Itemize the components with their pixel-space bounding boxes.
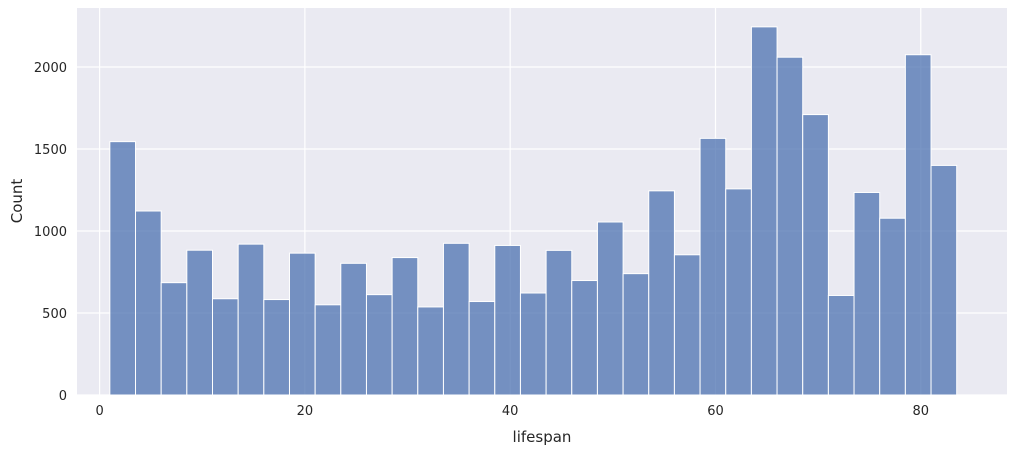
histogram-bar bbox=[725, 188, 752, 396]
histogram-bar bbox=[879, 217, 906, 396]
histogram-bar bbox=[571, 280, 598, 396]
histogram-bar bbox=[750, 26, 778, 396]
histogram-bar bbox=[776, 56, 804, 396]
histogram-bar bbox=[596, 221, 624, 396]
histogram-bar bbox=[827, 294, 855, 396]
histogram-bar bbox=[288, 252, 316, 396]
y-tick-label: 1500 bbox=[34, 143, 67, 158]
histogram-bar bbox=[648, 190, 675, 396]
histogram-bar bbox=[109, 141, 137, 396]
x-tick-label: 80 bbox=[913, 404, 930, 419]
histogram-bar bbox=[904, 54, 932, 396]
histogram-bar bbox=[314, 304, 342, 396]
histogram-bars bbox=[109, 26, 958, 396]
histogram-bar bbox=[468, 301, 496, 396]
y-tick-labels: 0 500 1000 1500 2000 bbox=[34, 61, 67, 404]
histogram-bar bbox=[853, 191, 881, 396]
x-tick-label: 0 bbox=[95, 404, 103, 419]
histogram-bar bbox=[673, 254, 701, 396]
histogram-bar bbox=[417, 306, 444, 396]
histogram-bar bbox=[365, 294, 393, 396]
x-axis-label: lifespan bbox=[513, 428, 572, 446]
histogram-bar bbox=[494, 244, 521, 396]
histogram-bar bbox=[340, 262, 367, 396]
x-tick-label: 60 bbox=[707, 404, 724, 419]
histogram-bar bbox=[160, 282, 188, 396]
y-tick-label: 2000 bbox=[34, 61, 67, 76]
x-tick-label: 40 bbox=[502, 404, 519, 419]
histogram-bar bbox=[519, 292, 547, 396]
histogram-bar bbox=[263, 299, 290, 396]
histogram-bar bbox=[699, 137, 727, 396]
y-tick-label: 1000 bbox=[34, 225, 67, 240]
y-tick-label: 500 bbox=[42, 307, 67, 322]
histogram-bar bbox=[930, 164, 958, 396]
histogram-bar bbox=[186, 249, 213, 396]
x-tick-label: 20 bbox=[297, 404, 314, 419]
histogram-bar bbox=[237, 243, 265, 396]
y-tick-label: 0 bbox=[59, 389, 67, 404]
histogram-bar bbox=[802, 114, 829, 396]
histogram-bar bbox=[545, 249, 573, 396]
histogram-bar bbox=[622, 273, 650, 396]
histogram-bar bbox=[135, 210, 162, 396]
histogram-bar bbox=[211, 298, 239, 396]
histogram-bar bbox=[391, 257, 419, 396]
histogram-bar bbox=[442, 242, 470, 396]
y-axis-label: Count bbox=[8, 179, 26, 224]
x-tick-labels: 0 20 40 60 80 bbox=[95, 404, 929, 419]
